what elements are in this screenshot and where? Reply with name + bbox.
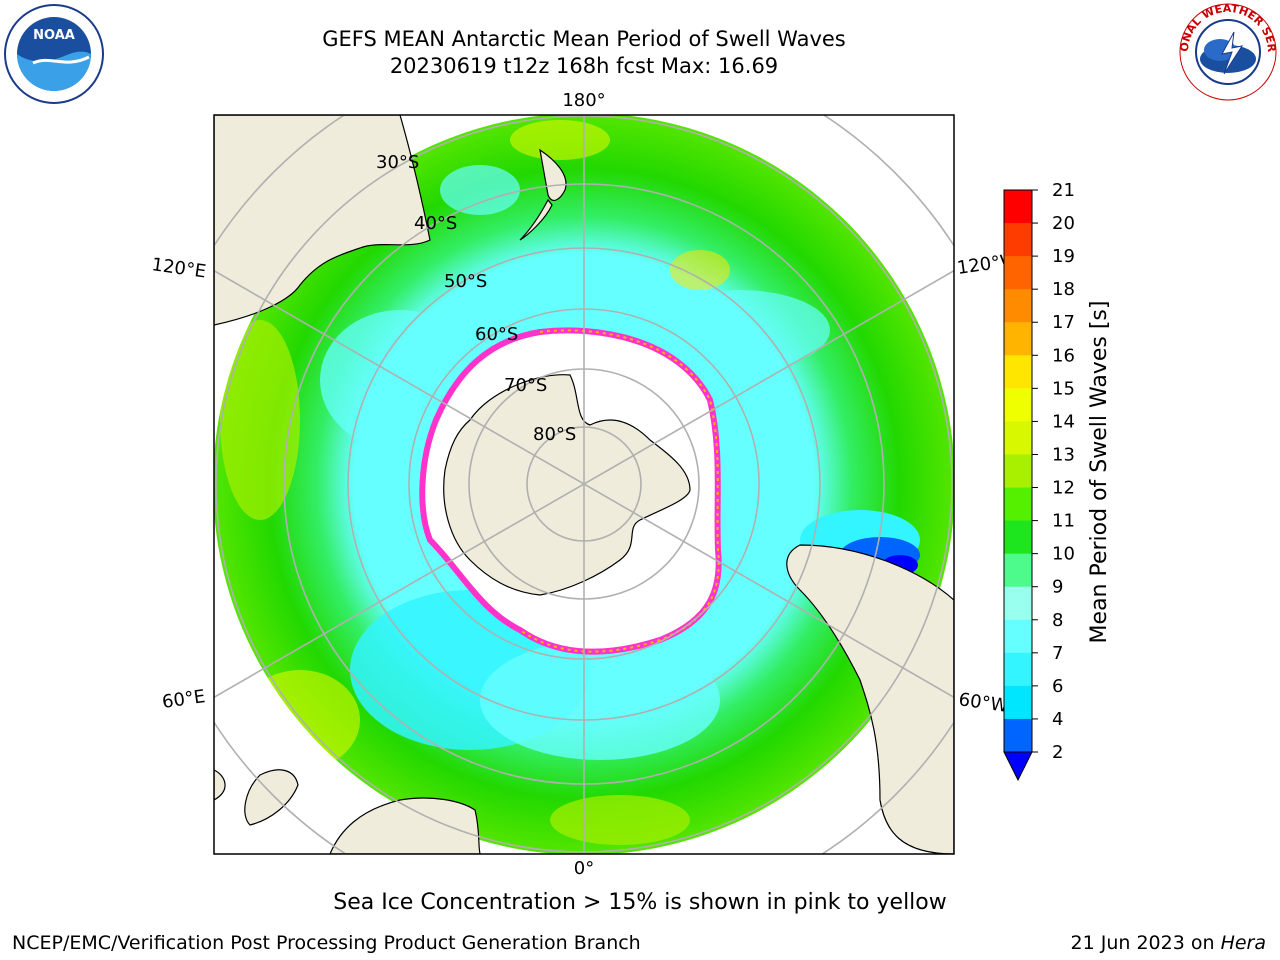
colorbar-tick-label: 4: [1052, 709, 1063, 730]
colorbar-segment: [1004, 487, 1032, 522]
new-zealand-south: [519, 198, 553, 241]
colorbar-tick-label: 18: [1052, 279, 1075, 300]
colorbar-segment: [1004, 685, 1032, 720]
australia-land: [214, 115, 431, 326]
colorbar-segment: [1004, 289, 1032, 323]
colorbar-tick-label: 17: [1052, 312, 1075, 333]
lat-label-30s: 30°S: [376, 152, 419, 173]
credit-text: NCEP/EMC/Verification Post Processing Pr…: [12, 932, 641, 954]
colorbar-segment: [1004, 586, 1032, 621]
africa-land: [214, 769, 226, 801]
colorbar-segment: [1004, 223, 1032, 257]
lat-label-60s: 60°S: [475, 324, 518, 345]
latitude-labels: 30°S 40°S 50°S 60°S 70°S 80°S: [376, 152, 576, 445]
ice-edge-yellow: [519, 329, 720, 653]
new-zealand-north: [539, 148, 567, 202]
colorbar-segment: [1004, 421, 1032, 455]
colorbar-tick-label: 11: [1052, 511, 1075, 532]
colorbar-label: Mean Period of Swell Waves [s]: [1087, 301, 1112, 644]
madagascar-land: [244, 769, 299, 826]
noaa-logo-text: NOAA: [33, 28, 75, 43]
colorbar-tick-label: 16: [1052, 345, 1075, 366]
map-subtitle: 20230619 t12z 168h fcst Max: 16.69: [389, 54, 779, 78]
colorbar-under-arrow: [1003, 751, 1033, 782]
colorbar-tick-label: 12: [1052, 478, 1075, 499]
antarctica-land: [443, 374, 691, 596]
colorbar-segment: [1004, 652, 1032, 687]
colorbar-tick-label: 21: [1052, 180, 1075, 201]
colorbar-segment: [1004, 190, 1032, 224]
south-africa-land: [329, 797, 481, 854]
colorbar-tick-label: 8: [1052, 610, 1063, 631]
colorbar-segment: [1004, 454, 1032, 489]
graticule: [214, 115, 954, 854]
machine-name: Hera: [1220, 932, 1266, 954]
lon-label-120e: 120°E: [150, 254, 207, 282]
colorbar-tick-label: 15: [1052, 378, 1075, 399]
colorbar-segment: [1004, 355, 1032, 389]
map-panel: [214, 115, 954, 854]
lon-label-180: 180°: [562, 90, 605, 111]
lat-label-70s: 70°S: [504, 375, 547, 396]
date-text: 21 Jun 2023 on Hera: [1071, 932, 1266, 954]
lon-label-0: 0°: [574, 858, 594, 879]
lat-label-50s: 50°S: [444, 271, 487, 292]
map-frame: [213, 114, 955, 855]
colorbar-segment: [1004, 619, 1032, 654]
lat-label-40s: 40°S: [414, 213, 457, 234]
colorbar-segment: [1004, 388, 1032, 422]
colorbar-segment: [1004, 553, 1032, 588]
colorbar-tick-label: 14: [1052, 411, 1075, 432]
colorbar-segment: [1004, 718, 1032, 753]
date-label: 21 Jun 2023 on: [1070, 932, 1221, 954]
colorbar: 21 20 19 18 17 16 15 14 13 12 11 10 9 8 7 6 4 2: [1003, 180, 1075, 782]
map-title: GEFS MEAN Antarctic Mean Period of Swell…: [322, 27, 846, 51]
lon-label-60e: 60°E: [161, 686, 207, 713]
colorbar-tick-label: 20: [1052, 213, 1075, 234]
lat-label-80s: 80°S: [533, 424, 576, 445]
colorbar-tick-label: 2: [1052, 742, 1063, 763]
sea-ice-note: Sea Ice Concentration > 15% is shown in …: [333, 890, 947, 915]
lon-label-60w: 60°W: [957, 689, 1009, 717]
colorbar-tick-label: 10: [1052, 544, 1075, 565]
colorbar-tick-label: 19: [1052, 246, 1075, 267]
colorbar-tick-label: 13: [1052, 444, 1075, 465]
colorbar-tick-label: 7: [1052, 643, 1063, 664]
nws-logo: NATIONAL WEATHER SERVICE: [1178, 2, 1278, 101]
colorbar-segment: [1004, 322, 1032, 356]
colorbar-segment: [1004, 520, 1032, 555]
colorbar-tick-label: 9: [1052, 577, 1063, 598]
colorbar-tick-label: 6: [1052, 676, 1063, 697]
colorbar-segment: [1004, 256, 1032, 290]
colorbar-frame: [1003, 189, 1033, 753]
noaa-logo: NOAA: [4, 4, 104, 104]
